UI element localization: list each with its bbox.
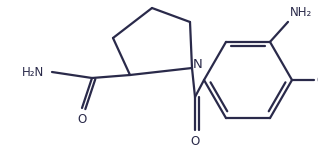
Text: O: O bbox=[77, 113, 86, 126]
Text: N: N bbox=[193, 58, 203, 70]
Text: NH₂: NH₂ bbox=[290, 6, 312, 19]
Text: O: O bbox=[190, 135, 200, 145]
Text: Cl: Cl bbox=[316, 74, 318, 87]
Text: H₂N: H₂N bbox=[22, 66, 44, 78]
